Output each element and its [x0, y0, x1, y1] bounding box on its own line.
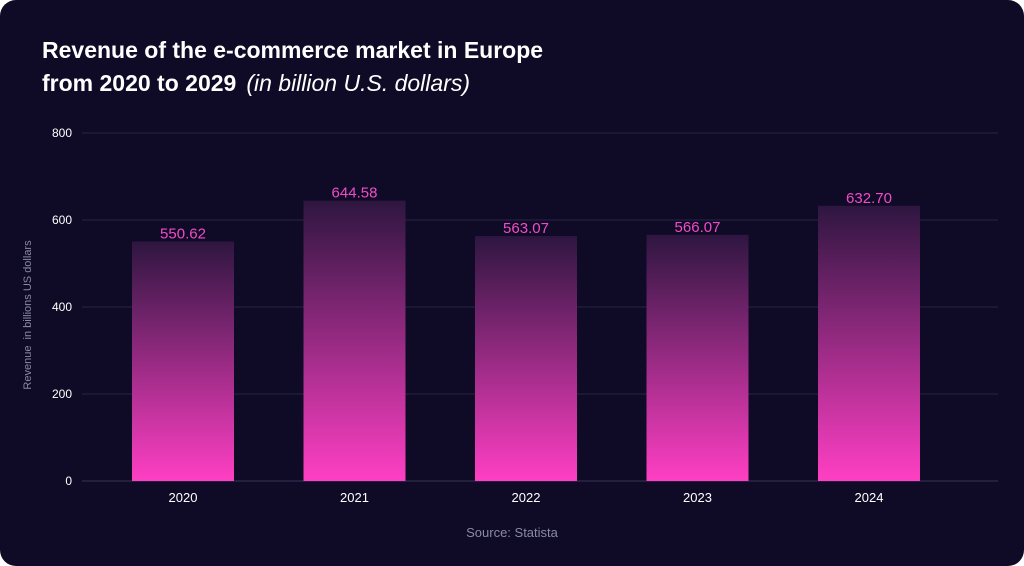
chart-title-line-2: from 2020 to 2029 — [42, 70, 237, 96]
x-tick-label-2023: 2023 — [683, 490, 712, 505]
y-tick-label: 600 — [52, 213, 72, 227]
value-label-2024: 632.70 — [846, 190, 892, 207]
y-axis-title: Revenue in billions US dollars — [22, 240, 34, 390]
bar-2024 — [818, 205, 920, 481]
chart-title: Revenue of the e-commerce market in Euro… — [42, 34, 543, 100]
source-note: Source: Statista — [466, 525, 558, 540]
x-tick-label-2024: 2024 — [855, 490, 884, 505]
y-axis-ticks: 0 200 400 600 800 — [52, 126, 72, 488]
bar-2021 — [303, 200, 406, 481]
value-label-2021: 644.58 — [332, 185, 378, 202]
y-tick-label: 800 — [52, 126, 72, 140]
y-tick-label: 0 — [65, 474, 72, 488]
y-tick-label: 200 — [52, 387, 72, 401]
value-label-2023: 566.07 — [675, 219, 721, 236]
bar-2022 — [475, 236, 577, 481]
x-tick-label-2020: 2020 — [169, 490, 198, 505]
value-label-2020: 550.62 — [160, 225, 206, 242]
value-label-2022: 563.07 — [503, 220, 549, 237]
x-tick-label-2022: 2022 — [512, 490, 541, 505]
chart-title-line-1: Revenue of the e-commerce market in Euro… — [42, 37, 544, 63]
bar-2023 — [646, 234, 749, 481]
y-tick-label: 400 — [52, 300, 72, 314]
bar-2020 — [132, 241, 234, 481]
x-axis-ticks: 2020 2021 2022 2023 2024 — [169, 490, 884, 505]
chart-title-unit: (in billion U.S. dollars) — [246, 70, 471, 96]
bars — [132, 200, 920, 481]
value-labels: 550.62 644.58 563.07 566.07 632.70 — [160, 185, 892, 243]
x-tick-label-2021: 2021 — [340, 490, 369, 505]
